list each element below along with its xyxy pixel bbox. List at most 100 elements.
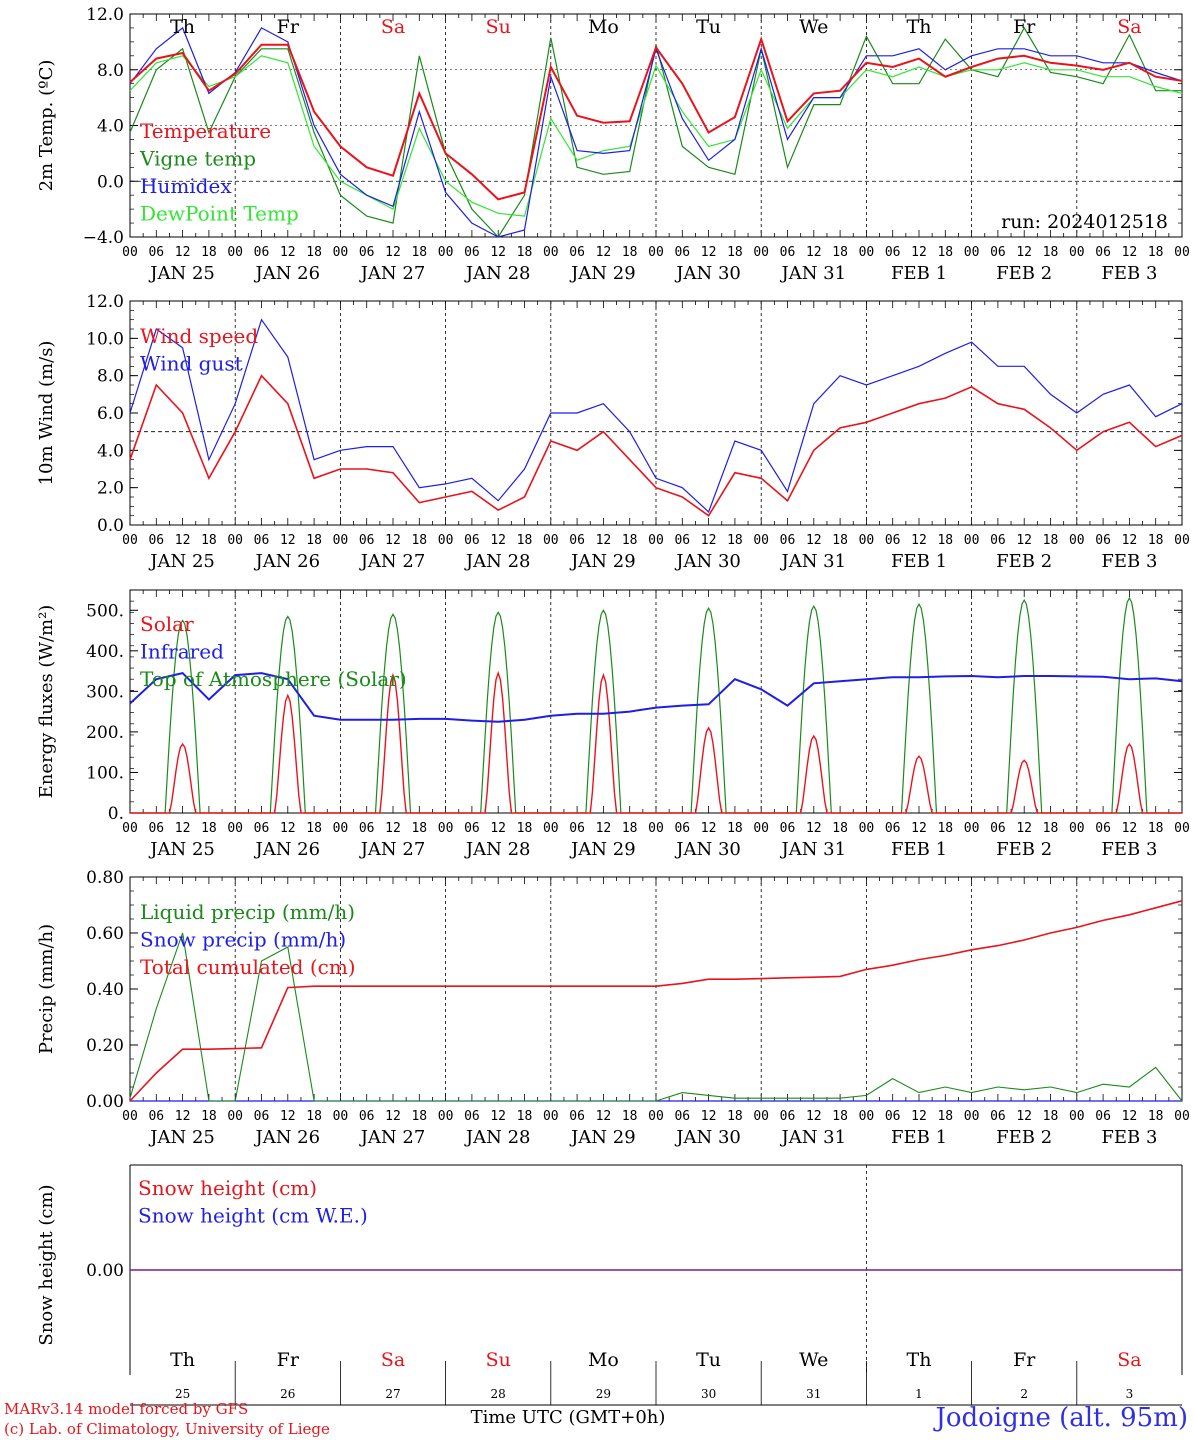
legend-entry: Snow precip (mm/h): [140, 928, 346, 952]
y-axis-label: 2m Temp. (ºC): [36, 60, 57, 192]
weekday-label: Sa: [381, 16, 405, 38]
y-tick-label: 400.: [86, 642, 124, 662]
hour-tick-label: 18: [937, 533, 953, 548]
plot-frame: [129, 300, 1183, 526]
hour-tick-label: 12: [175, 821, 191, 836]
y-tick-label: 0.0: [97, 516, 124, 536]
date-label: JAN 27: [359, 551, 426, 572]
y-tick-label: 200.: [86, 723, 124, 743]
legend-entry: DewPoint Temp: [140, 202, 299, 226]
hour-tick-label: 00: [753, 245, 769, 260]
hour-tick-label: 12: [385, 1109, 401, 1124]
hour-tick-label: 18: [201, 1109, 217, 1124]
hour-tick-label: 18: [832, 245, 848, 260]
hour-tick-label: 00: [227, 1109, 243, 1124]
hour-tick-label: 12: [1016, 1109, 1032, 1124]
hour-tick-label: 06: [885, 533, 901, 548]
hour-tick-label: 06: [990, 1109, 1006, 1124]
date-label: JAN 26: [254, 839, 321, 860]
hour-tick-label: 00: [227, 245, 243, 260]
day-number-label: 26: [280, 1387, 295, 1401]
hour-tick-label: 18: [1043, 821, 1059, 836]
series-line-dewpoint-temp: [129, 55, 1183, 217]
legend-entry: Snow height (cm W.E.): [138, 1204, 368, 1228]
hour-tick-label: 12: [280, 245, 296, 260]
hour-tick-label: 00: [333, 821, 349, 836]
hour-tick-label: 18: [622, 533, 638, 548]
date-label: FEB 2: [996, 839, 1052, 860]
hour-tick-label: 12: [1122, 821, 1138, 836]
date-label: JAN 26: [254, 551, 321, 572]
snow-panel: 0.00 Snow height (cm) Snow height (cm) Snow…: [36, 1164, 1183, 1406]
hour-tick-label: 12: [1122, 533, 1138, 548]
y-tick-label: 4.0: [97, 441, 124, 461]
hour-tick-label: 00: [1174, 821, 1190, 836]
day-number-label: 29: [596, 1387, 611, 1401]
hour-tick-label: 06: [1095, 533, 1111, 548]
hour-tick-label: 12: [596, 245, 612, 260]
hour-tick-label: 00: [964, 245, 980, 260]
hour-tick-label: 12: [1122, 1109, 1138, 1124]
weekday-label: We: [799, 1349, 828, 1371]
date-label: JAN 29: [569, 551, 636, 572]
hour-tick-label: 12: [701, 821, 717, 836]
hour-tick-label: 18: [727, 821, 743, 836]
model-credit: MARv3.14 model forced by GFS: [4, 1400, 248, 1418]
weekday-label: Sa: [381, 1349, 405, 1371]
weekday-label: Fr: [277, 1349, 300, 1371]
y-tick-label: 4.0: [97, 117, 124, 137]
hour-tick-label: 06: [990, 245, 1006, 260]
hour-tick-label: 00: [333, 1109, 349, 1124]
wind-panel: 00 06 12 18 JAN 25 00 06 12 18 JAN 26 00 06 12 18 JAN …: [36, 292, 1190, 572]
hour-tick-label: 12: [911, 245, 927, 260]
hour-tick-label: 18: [517, 533, 533, 548]
hour-tick-label: 18: [306, 821, 322, 836]
hour-tick-label: 12: [596, 821, 612, 836]
weekday-label: Tu: [696, 16, 721, 38]
hour-tick-label: 18: [306, 245, 322, 260]
hour-tick-label: 18: [937, 245, 953, 260]
hour-tick-label: 12: [280, 821, 296, 836]
hour-tick-label: 18: [1043, 533, 1059, 548]
weekday-label: Su: [486, 1349, 511, 1371]
hour-tick-label: 00: [859, 533, 875, 548]
hour-tick-label: 12: [911, 1109, 927, 1124]
hour-tick-label: 00: [227, 821, 243, 836]
weekday-label: Mo: [588, 1349, 619, 1371]
hour-tick-label: 12: [806, 245, 822, 260]
hour-tick-label: 06: [148, 1109, 164, 1124]
hour-tick-label: 12: [385, 821, 401, 836]
hour-tick-label: 00: [1174, 533, 1190, 548]
hour-tick-label: 18: [1043, 1109, 1059, 1124]
hour-tick-label: 06: [885, 245, 901, 260]
y-tick-label: 0.00: [86, 1092, 124, 1112]
y-tick-label: 10.0: [86, 329, 124, 349]
hour-tick-label: 18: [411, 1109, 427, 1124]
hour-tick-label: 06: [674, 533, 690, 548]
y-tick-label: 12.0: [86, 292, 124, 312]
hour-tick-label: 06: [464, 533, 480, 548]
hour-tick-label: 18: [937, 821, 953, 836]
day-number-label: 2: [1020, 1387, 1028, 1401]
plot-frame: [129, 589, 1183, 814]
series-line-wind-gust: [129, 318, 1183, 513]
hour-tick-label: 06: [254, 821, 270, 836]
hour-tick-label: 18: [727, 533, 743, 548]
hour-tick-label: 06: [569, 821, 585, 836]
hour-tick-label: 18: [832, 1109, 848, 1124]
hour-tick-label: 00: [1069, 1109, 1085, 1124]
lab-credit: (c) Lab. of Climatology, University of L…: [4, 1420, 330, 1438]
date-label: JAN 27: [359, 263, 426, 284]
legend-entry: Top of Atmosphere (Solar): [140, 667, 407, 691]
hour-tick-label: 00: [859, 821, 875, 836]
hour-tick-label: 06: [359, 533, 375, 548]
hour-tick-label: 06: [464, 821, 480, 836]
hour-tick-label: 00: [1069, 245, 1085, 260]
legend-entry: Vigne temp: [139, 147, 256, 171]
hour-tick-label: 12: [1122, 245, 1138, 260]
hour-tick-label: 00: [333, 245, 349, 260]
hour-tick-label: 12: [701, 245, 717, 260]
y-tick-label: 0.00: [86, 1261, 124, 1281]
hour-tick-label: 00: [964, 533, 980, 548]
